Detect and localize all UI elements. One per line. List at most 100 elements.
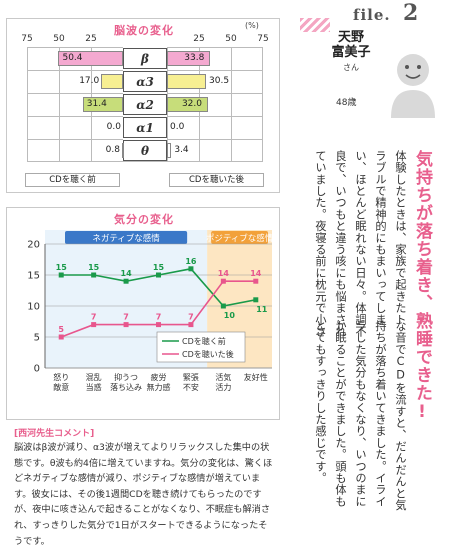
data-label: 15 [153,263,165,272]
story-column: か眠ることができました。頭も体も [334,320,347,508]
profile-name-line1: 天野 [337,30,364,45]
x-tick-label: 敵意 [53,382,69,392]
value-before: 0.0 [106,122,121,132]
data-label: 11 [256,305,268,314]
decorative-stripe [300,18,330,32]
grid-cell [199,116,231,139]
x-tick-label: 疲労 [151,372,167,382]
wave-label: α3 [123,71,167,92]
x-tick-label: 活力 [215,382,231,392]
value-before: 0.8 [105,145,120,155]
value-before: 50.4 [62,53,83,63]
data-point [58,272,64,278]
data-label: 14 [250,269,262,278]
tick-label: 50 [53,34,65,44]
avatar-icon [391,54,435,118]
value-before: 31.4 [86,99,107,109]
data-point [156,322,161,328]
wave-label: α2 [123,94,167,115]
x-tick-label: 無力感 [147,382,171,392]
tick-label: 25 [193,34,205,44]
wave-label: α1 [123,117,167,138]
x-tick-label: 友好性 [244,372,268,382]
data-label: 10 [224,311,236,320]
legend-box [156,331,246,363]
value-before: 17.0 [79,76,100,86]
grid-cell [59,139,91,162]
legend-label: CDを聴いた後 [182,349,234,359]
grid-cell [59,93,91,116]
data-point [156,272,161,278]
x-tick-label: 不安 [183,382,199,392]
grid-cell [91,116,123,139]
comment-box: [西河先生コメント] 脳波はβ波が減り、α3波が増えてよりリラックスした集中の状… [6,424,280,554]
data-point [188,266,194,272]
data-point [253,278,259,284]
bar-before [58,51,123,66]
positive-band-label: ポジティブな感情 [206,233,274,244]
tick-label: 75 [257,34,269,44]
file-label: file. 2 [325,0,450,30]
y-tick-label: 10 [27,302,40,313]
data-label: 5 [58,325,64,334]
y-tick-label: 0 [34,364,40,375]
grid-cell [59,70,91,93]
legend-label: CDを聴く前 [182,336,226,346]
x-tick-label: 当惑 [86,382,102,392]
grid-cell [231,139,263,162]
data-point [58,334,64,340]
value-after: 30.5 [209,76,230,86]
data-point [253,297,259,303]
wave-label: β [123,48,167,69]
legend-before: CDを聴く前 [25,173,120,187]
data-label: 7 [156,313,162,322]
negative-band-label: ネガティブな感情 [92,233,160,244]
bar-after [167,51,211,66]
profile-age: 48歳 [336,98,357,108]
story-column: とてもすっきりした感じです。 [314,320,327,484]
story-column: 良で、いつもと違う咳にも悩まされ [334,150,347,338]
value-after: 33.8 [184,53,205,63]
data-point [188,322,194,328]
story-column: ラブルで精神的にもまいってしま [374,150,387,326]
story-column: な音でCDを流すと、だんだんと気 [394,320,407,511]
grid-cell [27,47,59,70]
comment-body: 脳波はβ波が減り、α3波が増えてよりリラックスした集中の状態です。θ波も約4倍に… [14,442,273,547]
data-point [123,322,129,328]
value-after: 0.0 [170,122,185,132]
tick-label: 25 [85,34,97,44]
brainwave-unit: (%) [245,21,259,30]
grid-cell [167,116,199,139]
grid-cell [27,139,59,162]
tick-label: 50 [225,34,237,44]
grid-cell [59,116,91,139]
bar-before [82,97,123,112]
brainwave-panel: 脳波の変化 (%) 75 50 25 25 50 75 β 50.4 33.8 α3 17.0 30.… [6,18,280,193]
data-label: 15 [88,263,100,272]
data-point [91,322,97,328]
grid-cell [199,139,231,162]
file-label-text: file. [353,6,391,24]
x-tick-label: 混乱 [86,372,102,382]
negative-band-header [65,231,188,244]
story-column: い、ほとんど眠れない日々。体調不 [354,150,367,338]
story-column: 体験したときは、家族で起きたト [394,150,407,326]
grid-cell [27,116,59,139]
value-after: 3.4 [174,145,189,155]
grid-cell [27,70,59,93]
x-tick-label: 活気 [215,372,231,382]
data-label: 7 [123,313,129,322]
grid-cell [91,70,123,93]
data-point [91,272,97,278]
bar-before [121,143,124,158]
y-tick-label: 20 [27,240,40,251]
story-column: 持ちが落ち着いてきました。イライ [374,320,387,508]
data-label: 15 [56,263,68,272]
legend-after: CDを聴いた後 [169,173,264,187]
file-number: 2 [403,0,419,26]
y-tick-label: 15 [27,271,40,282]
data-point [220,303,226,309]
brainwave-title: 脳波の変化 [114,24,174,37]
positive-band-header [211,231,268,244]
x-tick-label: 落ち込み [110,382,142,392]
